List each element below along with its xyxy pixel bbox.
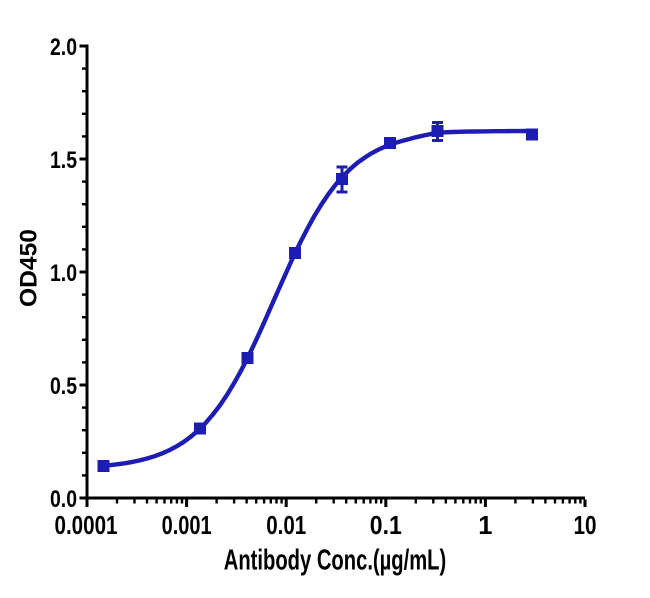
svg-text:0.1: 0.1 bbox=[370, 512, 402, 540]
svg-text:1.5: 1.5 bbox=[50, 147, 77, 174]
svg-text:OD450: OD450 bbox=[15, 229, 42, 307]
svg-text:2.0: 2.0 bbox=[50, 34, 77, 61]
svg-text:0.5: 0.5 bbox=[50, 373, 77, 400]
svg-text:10: 10 bbox=[574, 512, 597, 540]
svg-text:0.01: 0.01 bbox=[266, 512, 306, 540]
svg-text:1.0: 1.0 bbox=[50, 260, 77, 287]
svg-text:0.0: 0.0 bbox=[50, 486, 77, 513]
svg-text:1: 1 bbox=[478, 512, 492, 540]
svg-text:0.001: 0.001 bbox=[162, 512, 212, 540]
svg-text:0.0001: 0.0001 bbox=[55, 512, 118, 540]
svg-text:Antibody Conc.(µg/mL): Antibody Conc.(µg/mL) bbox=[224, 545, 447, 577]
